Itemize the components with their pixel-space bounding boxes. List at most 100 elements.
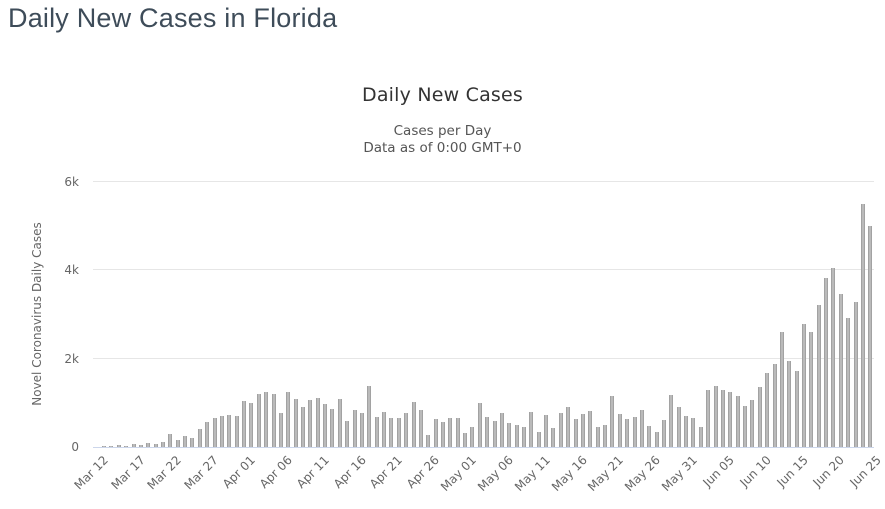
bar-apr-16[interactable] — [352, 409, 357, 447]
bar-mar-23[interactable] — [175, 439, 180, 447]
bar-mar-14[interactable] — [109, 445, 114, 447]
bar-mar-25[interactable] — [190, 437, 195, 447]
bar-apr-25[interactable] — [418, 409, 423, 447]
bar-mar-27[interactable] — [205, 422, 210, 447]
bar-apr-14[interactable] — [337, 399, 342, 447]
bar-may-08[interactable] — [514, 424, 519, 447]
bar-may-03[interactable] — [477, 402, 482, 447]
bar-may-04[interactable] — [485, 416, 490, 447]
bar-mar-22[interactable] — [168, 434, 173, 447]
bar-jun-06[interactable] — [728, 392, 733, 447]
bar-may-12[interactable] — [544, 414, 549, 447]
bar-jun-17[interactable] — [809, 332, 814, 447]
bar-may-13[interactable] — [551, 428, 556, 447]
bar-jun-20[interactable] — [831, 267, 836, 447]
bar-apr-29[interactable] — [448, 417, 453, 447]
bar-may-10[interactable] — [529, 411, 534, 447]
bar-apr-23[interactable] — [404, 413, 409, 447]
bar-may-17[interactable] — [580, 413, 585, 447]
bar-may-21[interactable] — [610, 395, 615, 447]
bar-apr-08[interactable] — [293, 398, 298, 447]
bar-jun-18[interactable] — [816, 305, 821, 447]
bar-mar-26[interactable] — [197, 428, 202, 447]
bar-mar-29[interactable] — [219, 415, 224, 447]
bar-jun-16[interactable] — [802, 323, 806, 447]
bar-may-19[interactable] — [595, 426, 600, 447]
bar-mar-30[interactable] — [227, 414, 232, 447]
bar-mar-16[interactable] — [124, 445, 129, 447]
bar-apr-12[interactable] — [323, 403, 328, 447]
bar-apr-24[interactable] — [411, 401, 416, 447]
bar-jun-03[interactable] — [706, 389, 711, 447]
bar-may-15[interactable] — [566, 407, 571, 447]
bar-jun-24[interactable] — [860, 203, 865, 447]
bar-may-07[interactable] — [507, 422, 512, 447]
bar-apr-01[interactable] — [242, 401, 247, 447]
bar-jun-22[interactable] — [846, 318, 851, 447]
bar-apr-11[interactable] — [315, 397, 320, 447]
bar-jun-02[interactable] — [698, 426, 703, 447]
bar-mar-17[interactable] — [131, 443, 136, 447]
bar-jun-07[interactable] — [735, 396, 740, 447]
bar-apr-10[interactable] — [308, 399, 313, 447]
bar-jun-11[interactable] — [765, 373, 770, 447]
bar-jun-13[interactable] — [779, 332, 784, 447]
bar-apr-26[interactable] — [426, 435, 431, 447]
bar-may-23[interactable] — [625, 418, 630, 447]
bar-apr-30[interactable] — [455, 418, 460, 447]
bar-jun-15[interactable] — [794, 370, 799, 447]
bar-apr-09[interactable] — [300, 406, 305, 447]
bar-apr-06[interactable] — [278, 412, 283, 447]
bar-may-31[interactable] — [684, 415, 689, 447]
bar-jun-14[interactable] — [787, 361, 792, 447]
bar-apr-03[interactable] — [256, 394, 261, 447]
bar-may-06[interactable] — [499, 413, 504, 447]
bar-may-20[interactable] — [603, 424, 608, 447]
bar-apr-21[interactable] — [389, 417, 394, 447]
bar-jun-19[interactable] — [824, 277, 829, 447]
bar-jun-04[interactable] — [713, 385, 718, 447]
bar-apr-20[interactable] — [382, 411, 387, 447]
bar-jun-08[interactable] — [743, 406, 748, 447]
bar-may-24[interactable] — [632, 416, 637, 447]
bar-mar-21[interactable] — [160, 441, 165, 447]
bar-mar-20[interactable] — [153, 444, 158, 447]
bar-may-30[interactable] — [676, 407, 681, 447]
bar-mar-28[interactable] — [212, 418, 217, 447]
bar-apr-13[interactable] — [330, 409, 335, 447]
bar-mar-24[interactable] — [183, 435, 188, 447]
bar-may-14[interactable] — [558, 412, 563, 447]
bar-mar-15[interactable] — [116, 445, 121, 447]
bar-jun-25[interactable] — [868, 226, 873, 447]
bar-jun-21[interactable] — [838, 293, 843, 447]
bar-jun-09[interactable] — [750, 399, 755, 447]
bar-apr-17[interactable] — [359, 413, 364, 447]
bar-may-09[interactable] — [522, 426, 527, 447]
bar-mar-18[interactable] — [138, 444, 143, 447]
bar-apr-07[interactable] — [286, 392, 291, 447]
bar-apr-27[interactable] — [433, 419, 438, 447]
bar-apr-15[interactable] — [345, 421, 350, 447]
bar-apr-19[interactable] — [374, 416, 379, 447]
bar-apr-22[interactable] — [396, 418, 401, 447]
bar-jun-01[interactable] — [691, 418, 696, 447]
bar-jun-05[interactable] — [720, 390, 725, 447]
bar-may-27[interactable] — [654, 432, 659, 447]
bar-may-22[interactable] — [617, 414, 622, 447]
bar-may-02[interactable] — [470, 427, 475, 447]
bar-may-25[interactable] — [639, 409, 644, 447]
bar-apr-28[interactable] — [440, 421, 445, 447]
bar-mar-19[interactable] — [146, 443, 151, 447]
bar-may-05[interactable] — [492, 420, 497, 447]
bar-may-29[interactable] — [669, 395, 674, 447]
bar-apr-04[interactable] — [264, 392, 269, 447]
bar-jun-12[interactable] — [772, 363, 777, 447]
bar-jun-10[interactable] — [757, 386, 762, 447]
bar-apr-18[interactable] — [367, 385, 372, 447]
bar-apr-05[interactable] — [271, 393, 276, 447]
bar-apr-02[interactable] — [249, 403, 254, 447]
bar-jun-23[interactable] — [853, 302, 858, 447]
bar-mar-31[interactable] — [234, 416, 239, 447]
bar-may-11[interactable] — [536, 431, 541, 447]
bar-may-18[interactable] — [588, 411, 593, 447]
